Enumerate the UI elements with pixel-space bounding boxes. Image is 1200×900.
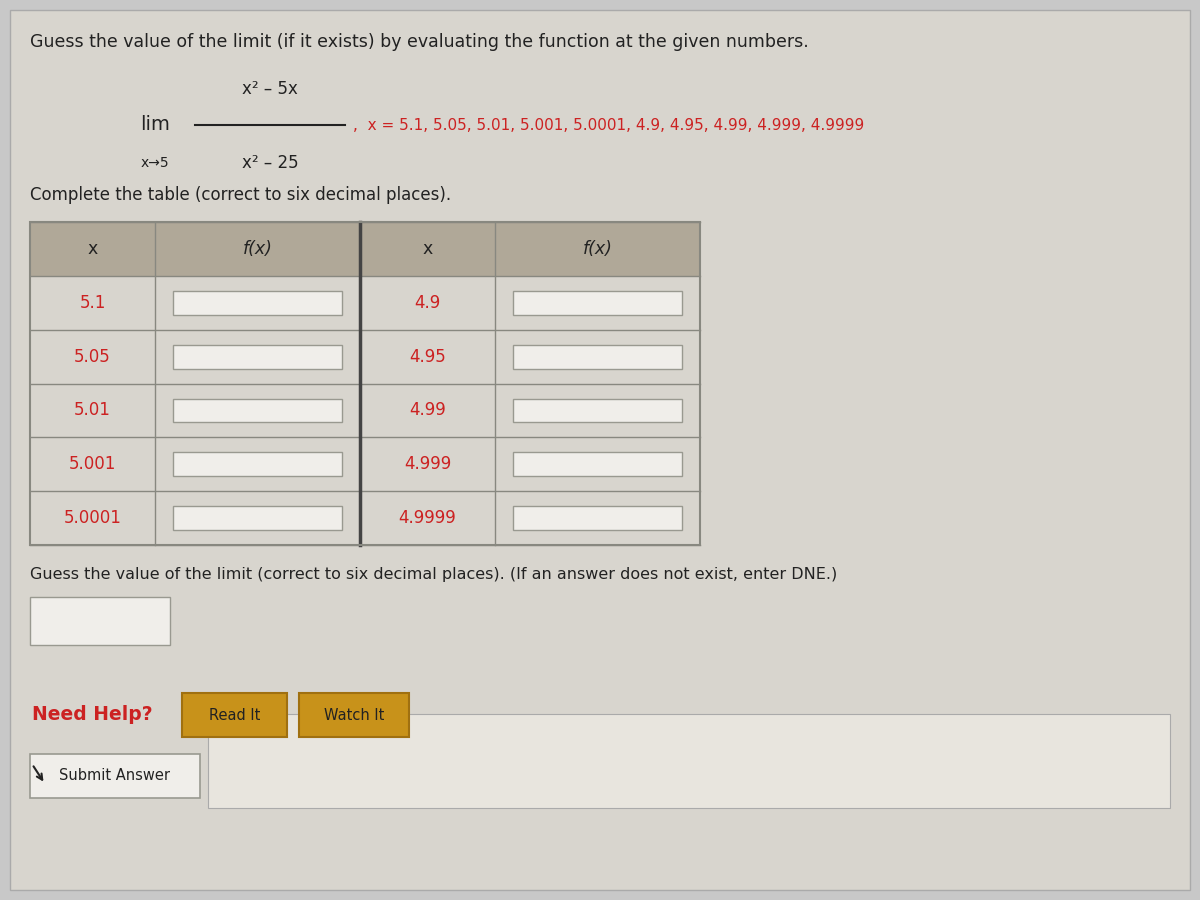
Text: ,  x = 5.1, 5.05, 5.01, 5.001, 5.0001, 4.9, 4.95, 4.99, 4.999, 4.9999: , x = 5.1, 5.05, 5.01, 5.001, 5.0001, 4.…: [353, 118, 864, 132]
Text: x² – 25: x² – 25: [241, 154, 299, 172]
FancyBboxPatch shape: [182, 693, 287, 737]
Text: f(x): f(x): [582, 240, 612, 258]
Text: 5.1: 5.1: [79, 293, 106, 311]
FancyBboxPatch shape: [30, 754, 200, 798]
Text: 4.9: 4.9: [414, 293, 440, 311]
Text: Submit Answer: Submit Answer: [60, 769, 170, 784]
FancyBboxPatch shape: [299, 693, 409, 737]
FancyBboxPatch shape: [173, 345, 342, 368]
FancyBboxPatch shape: [30, 222, 700, 545]
FancyBboxPatch shape: [512, 399, 682, 422]
Text: Guess the value of the limit (correct to six decimal places). (If an answer does: Guess the value of the limit (correct to…: [30, 568, 838, 582]
Text: 4.99: 4.99: [409, 401, 446, 419]
Text: x: x: [88, 240, 97, 258]
Text: 4.9999: 4.9999: [398, 509, 456, 527]
FancyBboxPatch shape: [10, 10, 1190, 890]
FancyBboxPatch shape: [208, 714, 1170, 808]
Text: 5.05: 5.05: [74, 347, 110, 365]
FancyBboxPatch shape: [173, 291, 342, 315]
Text: lim: lim: [140, 115, 170, 134]
Text: x: x: [422, 240, 433, 258]
FancyBboxPatch shape: [173, 453, 342, 476]
Text: 4.999: 4.999: [404, 455, 451, 473]
FancyBboxPatch shape: [512, 345, 682, 368]
FancyBboxPatch shape: [512, 291, 682, 315]
FancyBboxPatch shape: [30, 597, 170, 645]
Text: x² – 5x: x² – 5x: [242, 80, 298, 98]
Text: Guess the value of the limit (if it exists) by evaluating the function at the gi: Guess the value of the limit (if it exis…: [30, 33, 809, 51]
Text: f(x): f(x): [242, 240, 272, 258]
FancyBboxPatch shape: [173, 506, 342, 530]
Text: x→5: x→5: [140, 156, 169, 170]
FancyBboxPatch shape: [512, 453, 682, 476]
FancyBboxPatch shape: [30, 222, 700, 275]
FancyBboxPatch shape: [173, 399, 342, 422]
Text: 4.95: 4.95: [409, 347, 446, 365]
Text: 5.001: 5.001: [68, 455, 116, 473]
Text: Watch It: Watch It: [324, 707, 384, 723]
Text: 5.01: 5.01: [74, 401, 110, 419]
FancyBboxPatch shape: [512, 506, 682, 530]
Text: Need Help?: Need Help?: [32, 706, 152, 724]
Text: 5.0001: 5.0001: [64, 509, 121, 527]
Text: Read It: Read It: [209, 707, 260, 723]
Text: Complete the table (correct to six decimal places).: Complete the table (correct to six decim…: [30, 186, 451, 204]
